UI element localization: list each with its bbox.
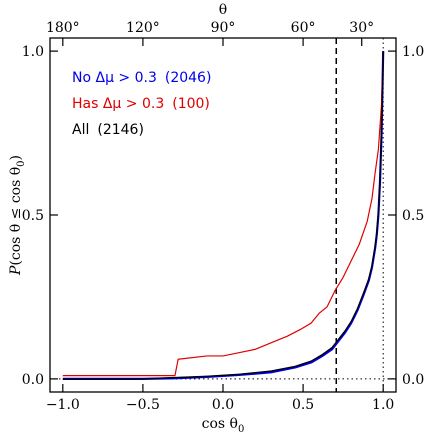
top-tick-label: 180° xyxy=(46,20,80,36)
y-tick-label: 0.0 xyxy=(22,372,44,388)
reference-lines xyxy=(50,38,396,392)
x-tick-label: 1.0 xyxy=(372,397,394,413)
top-axis-label: θ xyxy=(219,2,227,18)
y-axis-label: P(cos θ ≤ cos θ0) xyxy=(8,155,27,276)
y-tick-label-right: 0.5 xyxy=(402,208,424,224)
top-tick-label: 120° xyxy=(126,20,160,36)
y-tick-label-right: 0.0 xyxy=(402,372,424,388)
y-tick-label: 1.0 xyxy=(22,44,44,60)
series-line-has-dmu xyxy=(62,51,384,377)
legend-entry-all: All (2146) xyxy=(72,122,144,138)
x-tick-label: 0.0 xyxy=(212,397,234,413)
y-tick-label: 0.5 xyxy=(22,208,44,224)
series-line-all xyxy=(62,51,384,380)
plot-border xyxy=(49,37,397,393)
x-axis-label: cos θ0 xyxy=(202,416,245,435)
legend-entry-has-dmu: Has Δμ > 0.3 (100) xyxy=(72,96,210,112)
x-tick-label: 0.5 xyxy=(292,397,314,413)
top-tick-label: 30° xyxy=(349,20,374,36)
x-tick-label: −1.0 xyxy=(46,397,80,413)
plot-frame xyxy=(49,37,397,393)
y-tick-label-right: 1.0 xyxy=(402,44,424,60)
top-tick-label: 90° xyxy=(211,20,236,36)
legend: No Δμ > 0.3 (2046) Has Δμ > 0.3 (100) All(… xyxy=(72,70,211,138)
x-tick-label: −0.5 xyxy=(126,397,160,413)
series-layer xyxy=(62,51,385,380)
top-tick-label: 60° xyxy=(291,20,316,36)
legend-entry-no-dmu: No Δμ > 0.3 (2046) xyxy=(72,70,211,86)
